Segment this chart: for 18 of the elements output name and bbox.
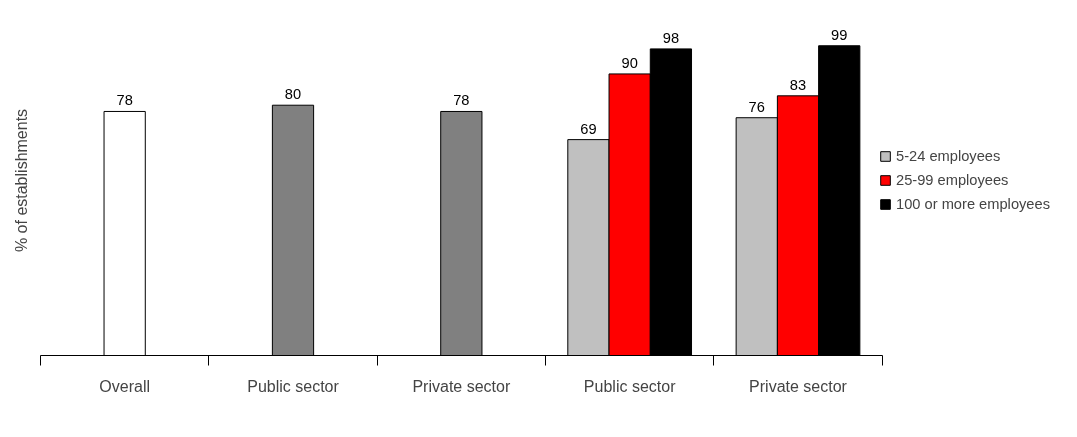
data-label: 83	[789, 76, 807, 93]
data-label: 78	[453, 92, 470, 109]
data-label: 98	[662, 29, 680, 46]
legend-label: 25-99 employees	[896, 172, 1009, 188]
data-label: 80	[284, 86, 302, 103]
legend-label: 100 or more employees	[896, 196, 1050, 212]
data-label: 99	[831, 26, 848, 43]
legend-label: 5-24 employees	[896, 148, 1001, 164]
x-tick-label: Overall	[99, 377, 151, 395]
x-tick-label: Public sector	[583, 377, 677, 395]
data-label: 69	[580, 120, 597, 137]
x-tick-label: Private sector	[412, 377, 511, 395]
data-label: 76	[748, 98, 765, 115]
data-label: 90	[621, 54, 638, 71]
y-axis-title: % of establishments	[12, 108, 30, 253]
x-tick-label: Private sector	[749, 377, 848, 395]
x-tick-label: Public sector	[247, 377, 340, 395]
data-label: 78	[116, 92, 133, 109]
